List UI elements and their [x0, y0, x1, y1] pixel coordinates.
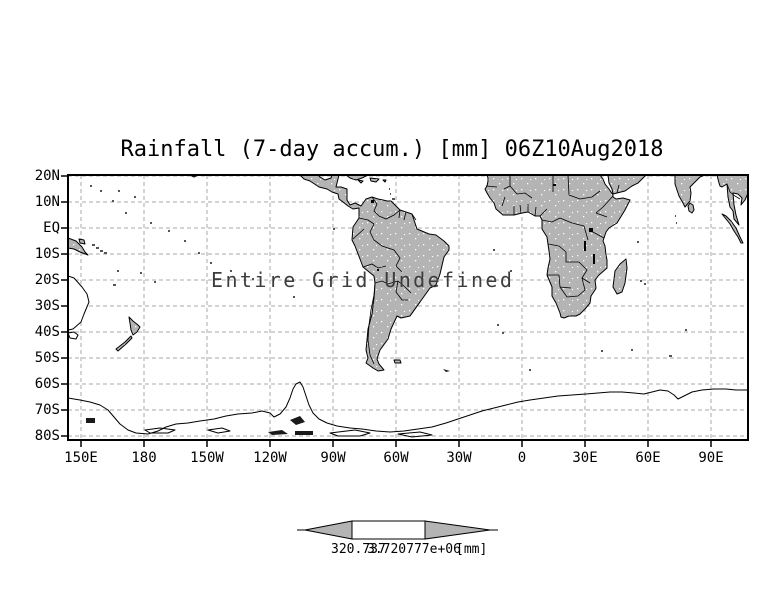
- tasmania-outline: [68, 331, 79, 340]
- y-tick-label-30s: 30S: [34, 298, 60, 314]
- new-guinea-tip: [68, 237, 89, 256]
- new-britain-island: [78, 238, 86, 245]
- y-tick-label-20s: 20S: [34, 272, 60, 288]
- colorbar-box: [351, 520, 426, 540]
- x-tick-label-90w: 90W: [320, 450, 346, 466]
- x-tick-label-30w: 30W: [446, 450, 472, 466]
- x-tick-label-150w: 150W: [190, 450, 224, 466]
- x-tick-label-150e: 150E: [64, 450, 98, 466]
- southeast-asia-landmass: [716, 175, 748, 226]
- map-frame: [67, 174, 749, 441]
- colorbar-units-label: [mm]: [456, 542, 488, 557]
- arabia-landmass: [607, 175, 647, 195]
- x-tick-label-120w: 120W: [253, 450, 287, 466]
- colorbar-max-label: 3.720777e+06: [367, 542, 461, 557]
- africa-landmass: [484, 175, 631, 319]
- sri-lanka-island: [687, 202, 695, 214]
- madagascar-island: [612, 258, 628, 295]
- colorbar-left-arrow: [304, 520, 353, 540]
- plot-title: Rainfall (7-day accum.) [mm] 06Z10Aug201…: [120, 137, 664, 162]
- india-landmass: [674, 175, 706, 208]
- pacific-island-dots: [90, 185, 395, 298]
- country-borders: [352, 175, 741, 365]
- y-tick-label-50s: 50S: [34, 350, 60, 366]
- x-tick-label-30e: 30E: [572, 450, 598, 466]
- y-tick-label-10n: 10N: [34, 194, 60, 210]
- x-tick-label-60e: 60E: [635, 450, 661, 466]
- colorbar-right-arrow: [424, 520, 491, 540]
- colorbar: [297, 520, 498, 540]
- y-tick-label-40s: 40S: [34, 324, 60, 340]
- falkland-islands: [393, 359, 402, 364]
- x-tick-label-180: 180: [131, 450, 157, 466]
- y-tick-label-60s: 60S: [34, 376, 60, 392]
- australia-outline: [68, 275, 90, 340]
- antarctic-ice-patches: [86, 369, 450, 435]
- new-zealand-south-island: [115, 335, 133, 352]
- undefined-grid-notice: Entire Grid Undefined: [211, 268, 515, 292]
- x-tick-label-60w: 60W: [383, 450, 409, 466]
- new-zealand-north-island: [128, 316, 141, 336]
- x-tick-label-0: 0: [517, 450, 527, 466]
- y-tick-label-10s: 10S: [34, 246, 60, 262]
- land-layer: [68, 175, 748, 372]
- y-tick-label-70s: 70S: [34, 402, 60, 418]
- atlantic-indian-island-dots: [493, 215, 687, 371]
- x-tick-label-90e: 90E: [698, 450, 724, 466]
- sumatra-island: [721, 213, 744, 244]
- y-tick-label-eq: EQ: [43, 220, 60, 236]
- lakes: [371, 184, 595, 271]
- y-tick-label-20n: 20N: [34, 168, 60, 184]
- colorbar-min-label: 320.737: [331, 542, 386, 557]
- antarctica-coastline: [68, 381, 748, 438]
- axis-tick-marks: [61, 175, 712, 447]
- y-tick-label-80s: 80S: [34, 428, 60, 444]
- cuba-landmass: [345, 175, 370, 181]
- caribbean-islands: [357, 177, 387, 184]
